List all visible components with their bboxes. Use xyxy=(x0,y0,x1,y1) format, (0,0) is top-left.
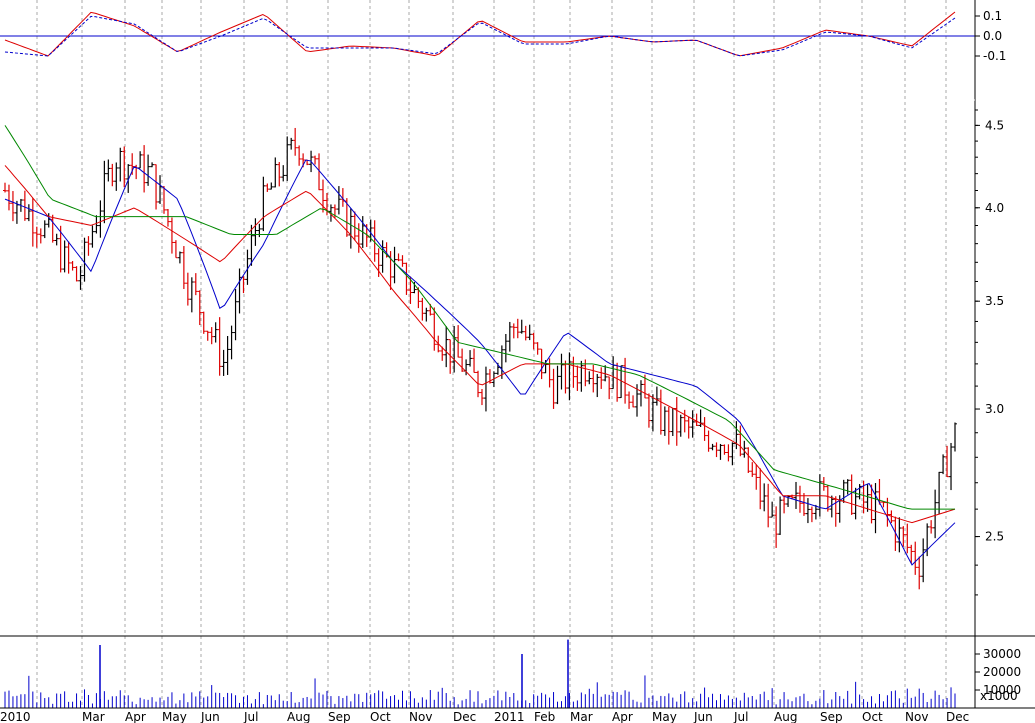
month-label: Jun xyxy=(693,710,713,723)
grid-lines xyxy=(36,0,947,708)
month-label: Mar xyxy=(570,710,593,723)
month-label: Jul xyxy=(243,710,258,723)
month-label: Mar xyxy=(82,710,105,723)
price-tick-label: 4.0 xyxy=(985,201,1004,215)
month-label: May xyxy=(162,710,187,723)
month-label: Oct xyxy=(370,710,391,723)
oscillator-signal xyxy=(4,15,956,57)
month-label: Nov xyxy=(905,710,928,723)
axis-labels: 0.1 0.0 -0.1 2.5 3.0 3.5 4.0 4.5 30000 20000 10000… xyxy=(0,9,1021,723)
volume-tick-label: 20000 xyxy=(983,665,1021,679)
volume-unit-label: x1000 xyxy=(980,689,1018,703)
oscillator-panel xyxy=(0,11,975,57)
volume-tick-label: 10000 xyxy=(983,683,1021,697)
month-label: Sep xyxy=(820,710,843,723)
oscillator-line xyxy=(4,11,956,57)
moving-average-short xyxy=(4,159,956,566)
osc-tick-label: 0.1 xyxy=(983,9,1002,23)
price-tick-label: 4.5 xyxy=(985,118,1004,132)
price-tick-label: 3.5 xyxy=(985,294,1004,308)
moving-average-long xyxy=(4,125,955,510)
price-tick-label: 3.0 xyxy=(985,402,1004,416)
month-label: Sep xyxy=(328,710,351,723)
month-label: Aug xyxy=(774,710,797,723)
price-panel xyxy=(3,125,957,590)
osc-tick-label: -0.1 xyxy=(983,49,1006,63)
volume-tick-label: 30000 xyxy=(983,647,1021,661)
month-label: Dec xyxy=(946,710,969,723)
month-label: Nov xyxy=(409,710,432,723)
month-label: Dec xyxy=(453,710,476,723)
osc-tick-label: 0.0 xyxy=(983,29,1002,43)
month-label: Jul xyxy=(733,710,748,723)
month-label: 2011 xyxy=(494,710,525,723)
month-label: Oct xyxy=(862,710,883,723)
month-label: Aug xyxy=(287,710,310,723)
volume-panel xyxy=(4,639,956,708)
month-label: Jun xyxy=(200,710,220,723)
moving-average-medium xyxy=(4,165,956,524)
month-label: Feb xyxy=(534,710,555,723)
month-label: Apr xyxy=(612,710,633,723)
month-label: 2010 xyxy=(0,710,31,723)
price-tick-label: 2.5 xyxy=(985,530,1004,544)
month-label: Apr xyxy=(125,710,146,723)
month-label: May xyxy=(652,710,677,723)
